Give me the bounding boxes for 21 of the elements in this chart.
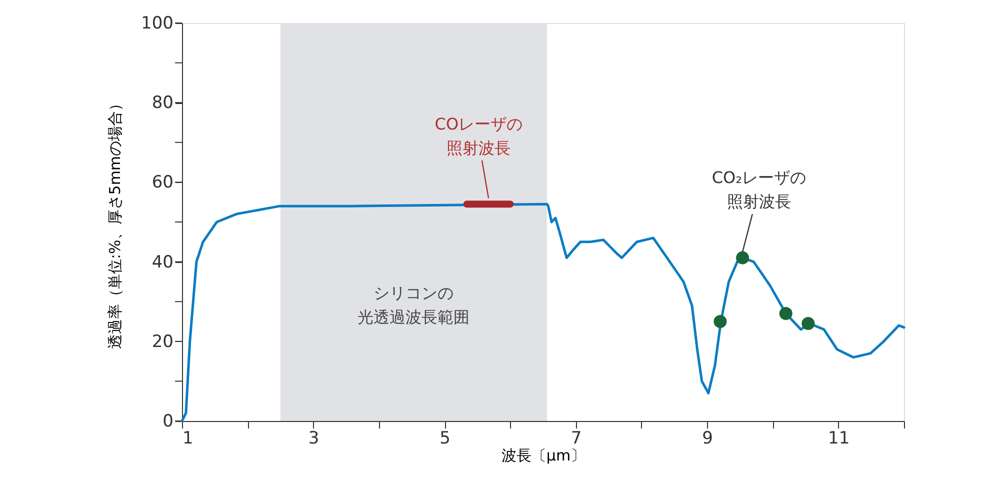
y-axis-title: 透過率（単位:%、厚さ5mmの場合） <box>106 96 124 350</box>
y-tick-label: 80 <box>152 93 174 114</box>
x-tick-label: 5 <box>440 428 450 448</box>
x-tick-label: 1 <box>182 428 194 448</box>
x-tick-label: 7 <box>570 428 582 448</box>
y-tick-label: 0 <box>162 412 174 432</box>
annotation: CO₂レーザの照射波長 <box>712 168 806 212</box>
band-label: シリコンの光透過波長範囲 <box>358 284 470 327</box>
x-tick-label: 9 <box>702 428 714 448</box>
x-tick-label: 3 <box>308 428 320 448</box>
y-tick-label: 40 <box>152 252 174 272</box>
y-tick-label: 20 <box>152 332 174 352</box>
annotation: COレーザの照射波長 <box>434 114 523 158</box>
y-tick-label: 60 <box>152 172 174 193</box>
x-axis-title: 波長〔μm〕 <box>501 446 586 464</box>
point <box>714 314 727 328</box>
point <box>779 307 792 320</box>
point <box>736 251 750 264</box>
x-tick-label: 11 <box>828 428 850 448</box>
y-tick-label: 100 <box>141 14 174 34</box>
point <box>802 316 815 330</box>
